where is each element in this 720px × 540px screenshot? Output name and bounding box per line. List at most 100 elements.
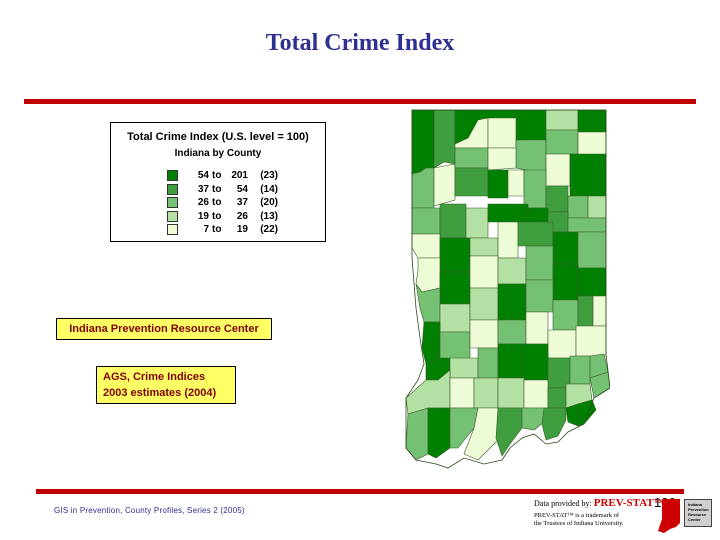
prev-stat-brand: PREV-STAT™ [593,497,665,509]
county [411,233,441,259]
county [421,321,441,365]
legend-title: Total Crime Index (U.S. level = 100) [127,131,309,143]
slide-title: Total Crime Index [265,30,455,56]
county [449,377,475,409]
county [527,207,549,223]
county [487,147,517,171]
county [523,169,547,209]
ipr-logo: Indiana Prevention Resource Center [684,499,712,527]
county [487,169,509,199]
prev-stat-credit: Data provided by: PREV-STAT™ 106 PREV-ST… [534,495,714,537]
county [587,195,607,219]
county [487,117,517,149]
county [477,347,499,379]
legend-low: 54 [197,170,209,182]
county [545,109,579,131]
county [497,343,525,379]
county [569,153,607,197]
legend-count: (14) [260,183,278,195]
county [525,279,554,313]
county [567,195,589,219]
county [469,237,499,257]
legend-to: to [212,197,222,209]
county [525,245,554,281]
legend-class-4: 19 to 26 (13) [167,210,278,224]
trademark-line-2: the Trustees of Indiana University. [534,520,624,527]
bottom-divider [36,489,684,494]
county [497,377,525,409]
legend-swatch [167,170,178,182]
county [577,399,597,427]
indiana-state-icon [658,499,680,533]
county [469,287,499,321]
county [567,217,607,233]
legend-class-3: 26 to 37 (20) [167,196,278,210]
organization-label: Indiana Prevention Resource Center [56,318,272,340]
legend-class-2: 37 to 54 (14) [167,183,278,197]
county [525,311,549,345]
legend-to: to [212,210,222,222]
legend-to: to [212,224,222,236]
county [577,109,607,133]
legend-subtitle: Indiana by County [174,148,262,159]
county [473,377,499,409]
county [415,257,441,293]
legend-swatch [167,183,178,195]
trademark-notice: PREV-STAT™ is a trademark of the Trustee… [534,512,624,528]
legend-low: 19 [197,210,209,222]
county [569,355,591,385]
source-line-1: AGS, Crime Indices [103,371,206,383]
county [515,139,547,175]
legend-class-5: 7 to 19 (22) [167,223,278,237]
legend-class-1: 54 to 201 (23) [167,169,278,183]
legend-count: (13) [260,210,278,222]
county [497,257,527,285]
county [545,185,569,213]
county [487,203,529,223]
legend-low: 26 [197,197,209,209]
source-label: AGS, Crime Indices 2003 estimates (2004) [96,366,236,404]
county [449,407,479,449]
county [433,109,456,169]
county [577,231,607,269]
county [469,255,499,289]
county [465,207,489,239]
source-line-2: 2003 estimates (2004) [103,387,217,399]
state-outline [405,109,610,469]
data-credit-line: Data provided by: PREV-STAT™ [534,497,665,509]
county [507,169,525,197]
legend-swatch [167,224,178,236]
county [521,407,545,431]
county [552,299,579,331]
legend-to: to [212,170,222,182]
county [469,319,499,349]
county [552,263,579,301]
county [589,371,610,399]
county [454,147,489,169]
county [411,109,435,175]
county [411,167,435,209]
trademark-line-1: PREV-STAT™ is a trademark of [534,512,620,519]
county [552,231,579,265]
county [497,283,527,321]
legend-high: 26 [236,210,248,222]
county [515,109,547,141]
legend-count: (23) [260,170,278,182]
legend-count: (20) [260,197,278,209]
county [427,407,451,459]
series-caption: GIS in Prevention, County Profiles, Seri… [54,506,245,515]
county [517,221,554,247]
county [541,407,567,441]
county [439,237,471,273]
county [497,221,519,259]
county [575,325,607,357]
county [592,295,607,327]
county [523,343,549,381]
data-provided-by-label: Data provided by: [534,499,594,508]
county [454,167,489,197]
county [411,207,441,235]
county [439,303,471,333]
legend-high: 37 [236,197,248,209]
legend-low: 37 [197,183,209,195]
legend-swatch [167,210,178,222]
